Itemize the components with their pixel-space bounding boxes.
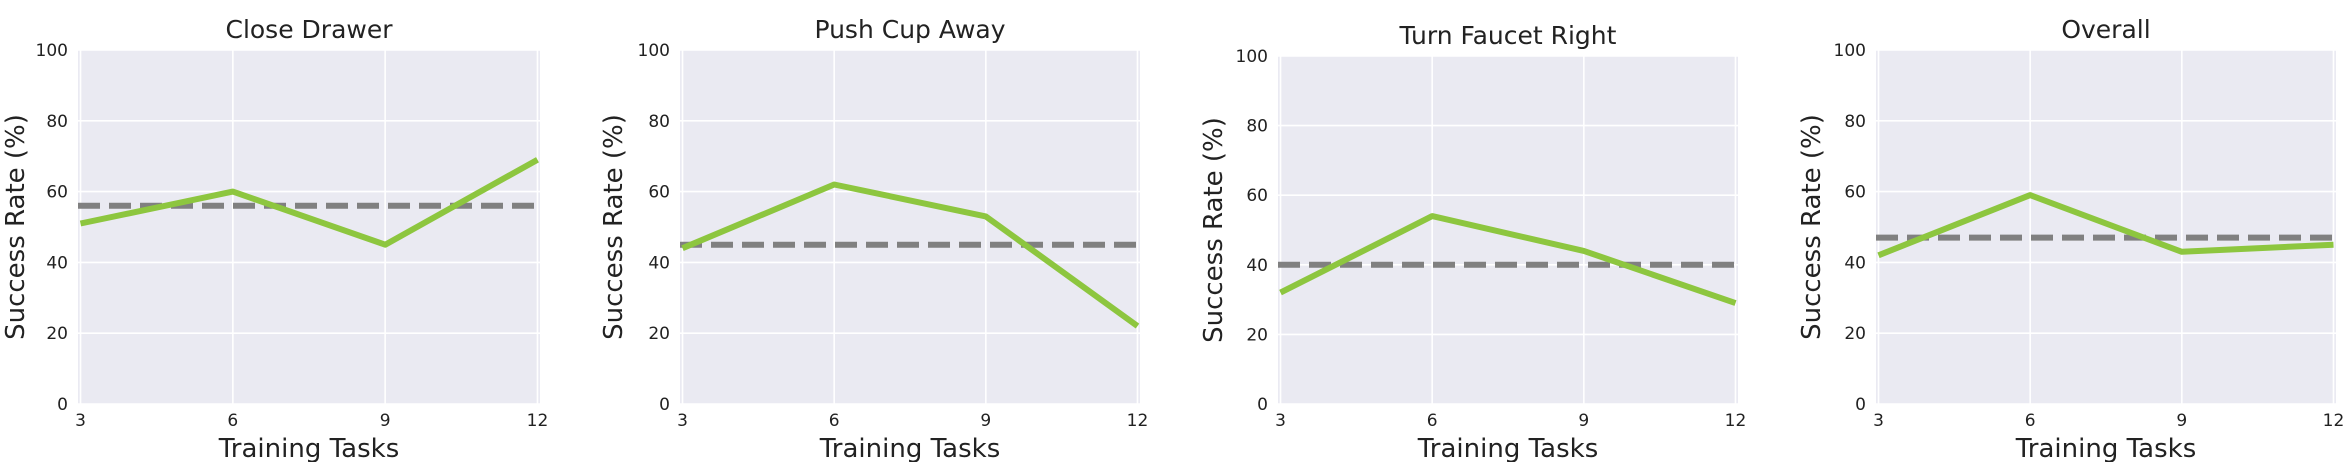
x-tick-label: 12 [1725, 411, 1747, 431]
x-tick-label: 9 [1578, 411, 1589, 431]
y-tick-label: 100 [1834, 41, 1866, 61]
y-axis-label: Success Rate (%) [599, 114, 629, 340]
x-tick-label: 3 [677, 411, 688, 431]
chart-panel-1: 0 20 40 60 80 100 3 6 9 12 Close Drawer Training Ta… [1, 15, 549, 462]
x-tick-label: 3 [1275, 411, 1286, 431]
x-tick-label: 12 [1127, 411, 1149, 431]
x-tick-label: 12 [2323, 411, 2345, 431]
success-series-line [1877, 192, 2334, 259]
y-tick-label: 20 [46, 324, 68, 344]
y-tick-label: 20 [1246, 325, 1268, 345]
y-tick-label: 80 [1246, 117, 1268, 137]
plot-area [680, 50, 1140, 404]
y-tick-label: 80 [1844, 112, 1866, 132]
y-tick-label: 40 [1246, 256, 1268, 276]
chart-panel-3: 0 20 40 60 80 100 3 6 9 12 Turn Faucet Right Traini… [1199, 21, 1747, 462]
x-tick-label: 6 [227, 411, 238, 431]
chart-title: Push Cup Away [814, 15, 1005, 44]
y-tick-label: 60 [1246, 186, 1268, 206]
x-tick-label: 3 [1873, 411, 1884, 431]
x-tick-label: 6 [2025, 411, 2036, 431]
success-series-line [681, 181, 1140, 329]
x-tick-label: 9 [2176, 411, 2187, 431]
x-tick-label: 9 [980, 411, 991, 431]
y-axis-label: Success Rate (%) [1199, 117, 1229, 343]
y-tick-label: 100 [36, 41, 68, 61]
chart-title: Close Drawer [225, 15, 393, 44]
y-tick-label: 0 [57, 395, 68, 415]
chart-title: Turn Faucet Right [1399, 21, 1617, 50]
x-tick-label: 6 [1427, 411, 1438, 431]
y-tick-label: 0 [659, 395, 670, 415]
y-tick-label: 20 [1844, 324, 1866, 344]
y-tick-label: 60 [1844, 183, 1866, 203]
success-series-line [79, 157, 539, 248]
y-tick-label: 60 [648, 183, 670, 203]
y-axis-label: Success Rate (%) [1797, 114, 1827, 340]
x-tick-label: 6 [829, 411, 840, 431]
y-tick-label: 40 [1844, 253, 1866, 273]
chart-title: Overall [2061, 15, 2150, 44]
y-tick-label: 60 [46, 183, 68, 203]
chart-panel-4: 0 20 40 60 80 100 3 6 9 12 Overall Training Tasks Su… [1797, 15, 2345, 462]
chart-panel-2: 0 20 40 60 80 100 3 6 9 12 Push Cup Away Training T… [599, 15, 1149, 462]
x-tick-label: 12 [527, 411, 549, 431]
x-axis-label: Training Tasks [218, 434, 400, 462]
x-tick-label: 3 [75, 411, 86, 431]
plot-area [78, 50, 540, 404]
y-tick-label: 0 [1855, 395, 1866, 415]
y-tick-label: 100 [1236, 47, 1268, 67]
x-axis-label: Training Tasks [1417, 434, 1599, 462]
y-axis-label: Success Rate (%) [1, 114, 31, 340]
y-tick-label: 80 [46, 112, 68, 132]
x-axis-label: Training Tasks [2015, 434, 2197, 462]
plot-area [1278, 56, 1738, 404]
success-series-line [1279, 213, 1737, 306]
y-tick-label: 80 [648, 112, 670, 132]
x-axis-label: Training Tasks [819, 434, 1001, 462]
y-tick-label: 40 [46, 253, 68, 273]
y-tick-label: 40 [648, 253, 670, 273]
y-tick-label: 100 [638, 41, 670, 61]
y-tick-label: 0 [1257, 395, 1268, 415]
x-tick-label: 9 [380, 411, 391, 431]
y-tick-label: 20 [648, 324, 670, 344]
